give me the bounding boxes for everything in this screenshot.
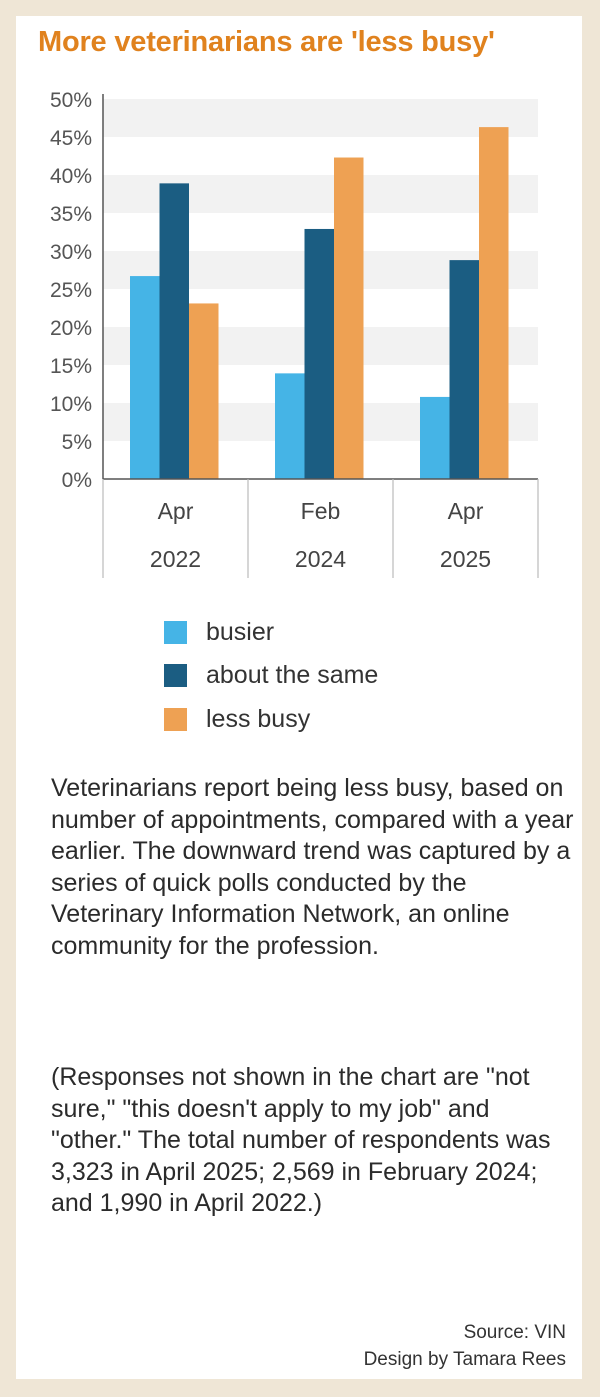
bar-busier-feb-2024 [275, 373, 305, 479]
legend-swatch-about-the-same [164, 663, 187, 687]
chart-description: Veterinarians report being less busy, ba… [51, 774, 574, 960]
bar-about-the-same-apr-2022 [159, 183, 189, 480]
x-tick-label: Apr [158, 498, 194, 524]
bar-less-busy-apr-2025 [479, 127, 509, 480]
legend-label-busier: busier [206, 617, 275, 646]
y-tick-label: 50% [50, 89, 92, 112]
bar-about-the-same-feb-2024 [304, 228, 334, 479]
legend-item-busier: busier [164, 617, 275, 646]
y-tick-label: 10% [50, 393, 92, 416]
bar-about-the-same-apr-2025 [449, 260, 479, 479]
bar-less-busy-feb-2024 [334, 157, 364, 479]
legend-swatch-busier [164, 620, 187, 644]
bar-busier-apr-2022 [130, 276, 160, 479]
y-tick-label: 30% [50, 241, 92, 264]
x-tick-label: 2025 [440, 546, 491, 572]
y-tick-label: 5% [62, 431, 92, 454]
design-credit: Design by Tamara Rees [363, 1349, 566, 1370]
legend-label-about-the-same: about the same [206, 660, 379, 689]
chart-note: (Responses not shown in the chart are "n… [51, 1063, 551, 1217]
x-tick-label: 2024 [295, 546, 346, 572]
x-tick-label: Feb [301, 498, 341, 524]
y-tick-label: 15% [50, 355, 92, 378]
y-tick-label: 45% [50, 127, 92, 150]
y-tick-label: 20% [50, 317, 92, 340]
y-tick-label: 25% [50, 279, 92, 302]
legend-item-about-the-same: about the same [164, 660, 379, 689]
grid-band [103, 99, 538, 137]
bar-busier-apr-2025 [420, 396, 450, 479]
source-credit: Source: VIN [463, 1322, 566, 1343]
legend-item-less-busy: less busy [164, 704, 311, 733]
x-tick-label: 2022 [150, 546, 201, 572]
y-tick-label: 0% [62, 469, 92, 492]
x-tick-label: Apr [448, 498, 484, 524]
bar-less-busy-apr-2022 [189, 303, 219, 479]
chart-title: More veterinarians are 'less busy' [38, 26, 495, 58]
chart-card: More veterinarians are 'less busy' 0% 5% 1… [16, 16, 582, 1379]
bar-chart: 0% 5% 10% 15% 20% 25% 30% 35% 40% 45% 50% Apr 2022 Fe… [50, 89, 539, 578]
y-tick-label: 35% [50, 203, 92, 226]
legend-label-less-busy: less busy [206, 704, 311, 733]
y-tick-label: 40% [50, 165, 92, 188]
legend-swatch-less-busy [164, 707, 187, 731]
